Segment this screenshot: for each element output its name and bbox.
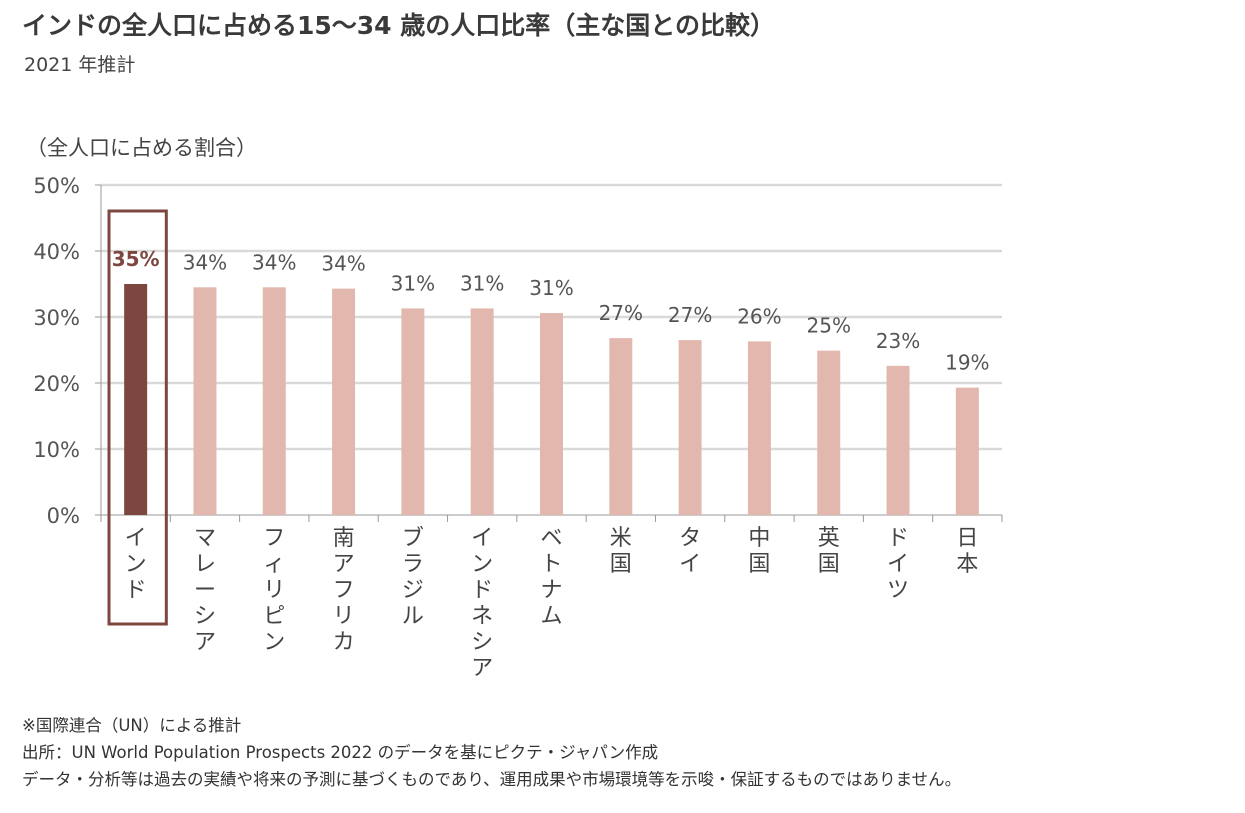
bar-0 — [124, 284, 148, 515]
data-label-3: 34% — [321, 252, 365, 276]
chart-subtitle: 2021 年推計 — [24, 54, 136, 76]
data-label-4: 31% — [391, 271, 435, 295]
data-label-8: 27% — [668, 303, 712, 327]
category-label-7: 米国 — [610, 526, 632, 577]
bar-1 — [193, 287, 217, 515]
category-label-3: 南アフリカ — [333, 526, 355, 655]
data-label-11: 23% — [876, 329, 920, 353]
category-label-4: ブラジル — [402, 526, 424, 629]
highlight-frame — [107, 209, 168, 626]
category-label-11: ドイツ — [887, 526, 909, 603]
category-label-2: フィリピン — [263, 526, 285, 655]
category-label-12: 日本 — [956, 526, 978, 577]
category-label-5: インドネシア — [471, 526, 493, 681]
bar-3 — [332, 288, 356, 515]
data-label-1: 34% — [183, 250, 227, 274]
data-label-10: 25% — [807, 314, 851, 338]
y-tick-label: 10% — [33, 438, 80, 462]
footnotes: ※国際連合（UN）による推計 出所：UN World Population Pr… — [22, 712, 961, 793]
data-label-12: 19% — [945, 351, 989, 375]
bar-11 — [886, 365, 910, 515]
data-labels: 35% 34% 34% 34% 31% 31% 31% 27% 27% 26% 25% 23% 19% — [112, 247, 990, 375]
axes: 0% 10% 20% 30% 40% 50% — [33, 174, 1003, 528]
category-label-8: タイ — [679, 526, 701, 577]
bar-6 — [540, 313, 563, 515]
footnote-un: ※国際連合（UN）による推計 — [22, 716, 242, 735]
bars — [124, 284, 979, 515]
category-label-9: 中国 — [748, 526, 770, 577]
category-label-10: 英国 — [818, 526, 840, 577]
bar-9 — [747, 341, 771, 515]
data-label-6: 31% — [529, 276, 573, 300]
y-tick-label: 50% — [33, 174, 80, 198]
bar-8 — [678, 340, 702, 515]
y-tick-label: 30% — [33, 306, 80, 330]
category-label-1: マレーシア — [194, 526, 216, 655]
y-tick-label: 0% — [47, 504, 80, 528]
data-label-2: 34% — [252, 250, 296, 274]
bar-10 — [817, 350, 841, 515]
data-label-7: 27% — [599, 301, 643, 325]
footnote-disclaimer: データ・分析等は過去の実績や将来の予測に基づくものであり、運用成果や市場環境等を… — [22, 770, 962, 789]
chart-title: インドの全人口に占める15～34 歳の人口比率（主な国との比較） — [22, 11, 776, 40]
data-label-0: 35% — [112, 247, 160, 271]
bar-2 — [262, 287, 286, 515]
category-label-6: ベトナム — [540, 526, 562, 629]
bar-7 — [609, 338, 633, 515]
y-tick-label: 20% — [33, 372, 80, 396]
bar-12 — [955, 387, 979, 515]
footnote-source: 出所：UN World Population Prospects 2022 のデ… — [22, 743, 659, 762]
data-label-9: 26% — [737, 304, 781, 328]
bar-4 — [401, 308, 425, 515]
data-label-5: 31% — [460, 271, 504, 295]
category-labels: インド マレーシア フィリピン 南アフリカ ブラジル インドネシア ベトナム 米国タイ中国英国… — [125, 526, 979, 681]
y-axis-label: （全人口に占める割合） — [26, 136, 257, 160]
bar-5 — [470, 308, 494, 515]
y-tick-label: 40% — [33, 240, 80, 264]
category-label-0: インド — [125, 526, 147, 603]
